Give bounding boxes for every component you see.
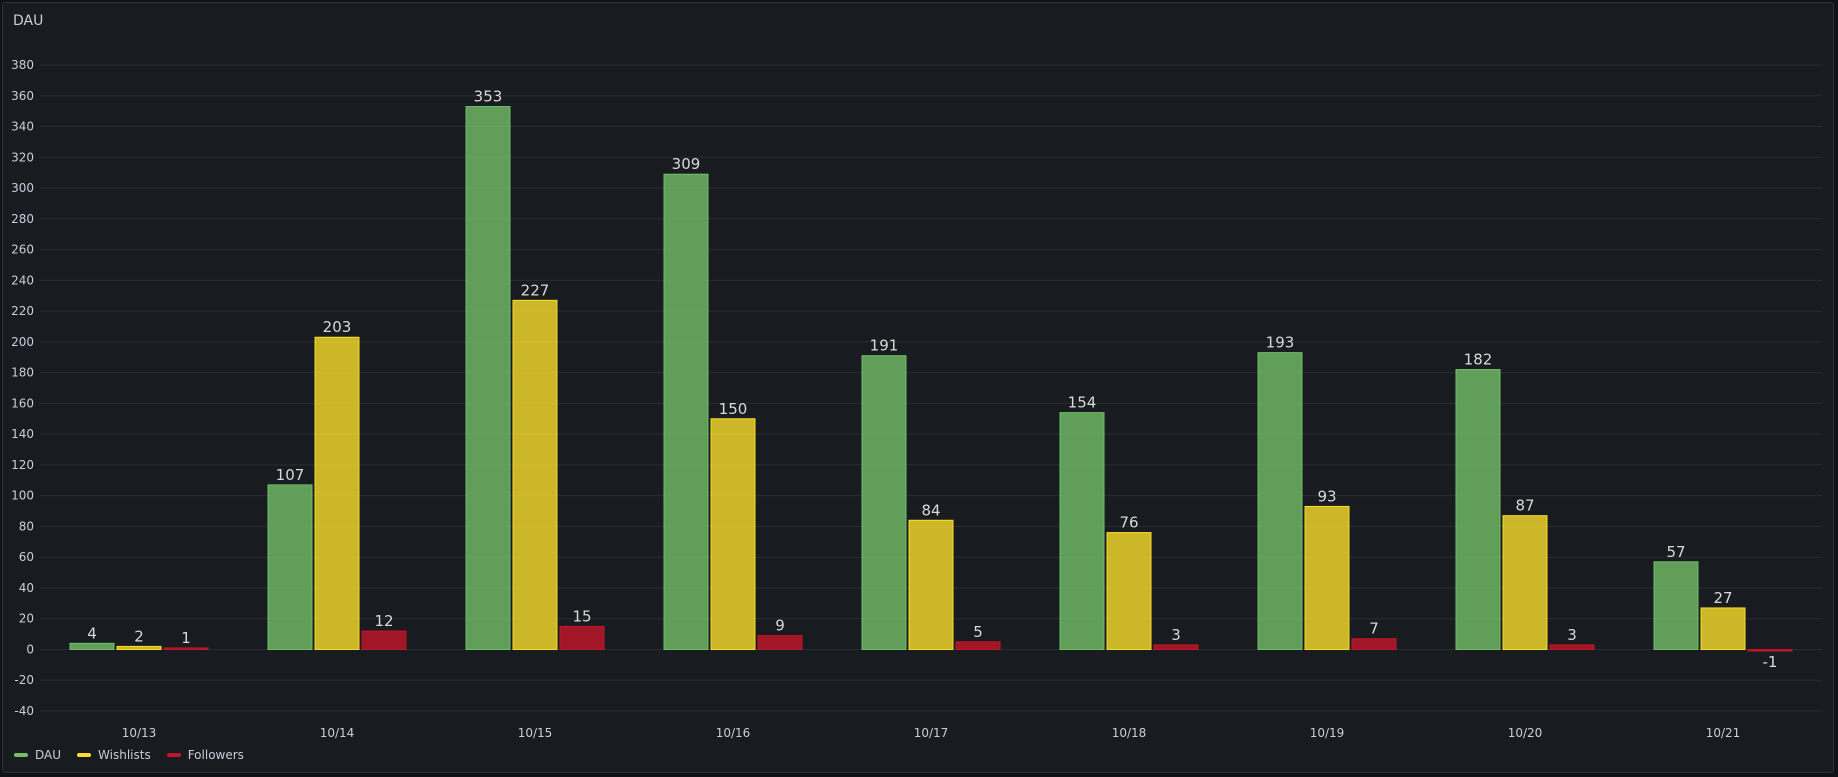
bar-value-label: 4 bbox=[87, 624, 97, 642]
y-tick-label: 300 bbox=[11, 181, 34, 195]
legend: DAU Wishlists Followers bbox=[14, 748, 244, 762]
bar-value-label: 3 bbox=[1171, 626, 1181, 644]
bar-followers bbox=[1351, 638, 1397, 650]
bar-value-label: 1 bbox=[181, 629, 191, 647]
bar-dau bbox=[663, 173, 709, 650]
bar-wishlists bbox=[908, 519, 954, 650]
legend-label: DAU bbox=[35, 748, 62, 762]
x-tick-label: 10/17 bbox=[914, 726, 949, 740]
legend-swatch-icon bbox=[77, 753, 92, 757]
bar-followers bbox=[163, 647, 209, 650]
bar-value-label: 5 bbox=[973, 623, 983, 641]
legend-label: Wishlists bbox=[98, 748, 151, 762]
bar-wishlists bbox=[314, 336, 360, 650]
bar-value-label: 87 bbox=[1515, 497, 1534, 515]
bar-value-label: 154 bbox=[1068, 394, 1097, 412]
y-tick-label: 160 bbox=[11, 396, 34, 410]
y-tick-label: 60 bbox=[19, 550, 34, 564]
bar-followers bbox=[1153, 644, 1199, 650]
x-tick-label: 10/16 bbox=[716, 726, 751, 740]
bar-value-label: 3 bbox=[1567, 626, 1577, 644]
legend-item-dau[interactable]: DAU bbox=[14, 748, 61, 762]
bar-dau bbox=[1455, 369, 1501, 650]
y-tick-label: 260 bbox=[11, 243, 34, 257]
bar-wishlists bbox=[116, 645, 162, 650]
bar-value-label: 182 bbox=[1464, 351, 1493, 369]
y-tick-label: -20 bbox=[14, 673, 34, 687]
legend-item-followers[interactable]: Followers bbox=[166, 748, 244, 762]
bar-wishlists bbox=[710, 418, 756, 650]
legend-item-wishlists[interactable]: Wishlists bbox=[77, 748, 151, 762]
panel-title: DAU bbox=[13, 13, 44, 29]
bar-value-label: 9 bbox=[775, 617, 785, 635]
bar-dau bbox=[1059, 412, 1105, 650]
bar-value-label: 93 bbox=[1317, 487, 1336, 505]
bar-dau bbox=[861, 355, 907, 650]
y-tick-label: 100 bbox=[11, 489, 34, 503]
bar-wishlists bbox=[1502, 515, 1548, 650]
legend-swatch-icon bbox=[14, 753, 28, 757]
y-tick-label: 380 bbox=[11, 58, 34, 72]
x-tick-label: 10/15 bbox=[518, 726, 553, 740]
y-tick-label: 0 bbox=[26, 642, 34, 656]
legend-label: Followers bbox=[187, 748, 244, 762]
bar-value-label: 76 bbox=[1119, 514, 1138, 532]
bar-value-label: 203 bbox=[323, 318, 352, 336]
bar-followers bbox=[955, 641, 1001, 650]
bar-value-label: 150 bbox=[719, 400, 748, 418]
bar-dau bbox=[267, 484, 313, 650]
x-tick-label: 10/21 bbox=[1706, 726, 1741, 740]
bar-value-label: 57 bbox=[1666, 543, 1685, 561]
y-tick-label: 240 bbox=[11, 273, 34, 287]
bar-dau bbox=[465, 106, 511, 650]
y-tick-label: 280 bbox=[11, 212, 34, 226]
bar-followers bbox=[361, 630, 407, 650]
y-tick-label: 220 bbox=[11, 304, 34, 318]
bar-followers bbox=[1747, 648, 1793, 652]
bar-value-label: 227 bbox=[521, 281, 550, 299]
y-tick-label: 200 bbox=[11, 335, 34, 349]
y-tick-label: 180 bbox=[11, 366, 34, 380]
bar-wishlists bbox=[1106, 532, 1152, 650]
bar-followers bbox=[559, 625, 605, 650]
y-tick-label: 320 bbox=[11, 150, 34, 164]
bar-value-label: -1 bbox=[1763, 653, 1778, 671]
y-tick-label: 340 bbox=[11, 120, 34, 134]
y-tick-label: 140 bbox=[11, 427, 34, 441]
bar-value-label: 107 bbox=[276, 466, 305, 484]
bar-dau bbox=[1653, 561, 1699, 650]
x-tick-label: 10/14 bbox=[320, 726, 355, 740]
y-tick-label: 20 bbox=[19, 612, 34, 626]
x-tick-label: 10/13 bbox=[122, 726, 157, 740]
bar-value-label: 309 bbox=[672, 155, 701, 173]
bar-dau bbox=[1257, 352, 1303, 650]
bar-dau bbox=[69, 642, 115, 650]
y-tick-label: 40 bbox=[19, 581, 34, 595]
bar-value-label: 12 bbox=[374, 612, 393, 630]
y-tick-label: 360 bbox=[11, 89, 34, 103]
bar-wishlists bbox=[1304, 505, 1350, 650]
y-tick-label: 120 bbox=[11, 458, 34, 472]
bar-followers bbox=[1549, 644, 1595, 650]
bar-value-label: 27 bbox=[1713, 589, 1732, 607]
bar-followers bbox=[757, 635, 803, 650]
x-tick-label: 10/18 bbox=[1112, 726, 1147, 740]
bar-value-label: 15 bbox=[572, 607, 591, 625]
bar-value-label: 353 bbox=[474, 88, 503, 106]
bar-value-label: 191 bbox=[870, 337, 899, 355]
bar-value-label: 7 bbox=[1369, 620, 1379, 638]
bar-value-label: 2 bbox=[134, 627, 144, 645]
bar-value-label: 84 bbox=[921, 501, 940, 519]
y-tick-label: 80 bbox=[19, 519, 34, 533]
x-tick-label: 10/20 bbox=[1508, 726, 1543, 740]
legend-swatch-icon bbox=[166, 753, 181, 757]
bar-wishlists bbox=[1700, 607, 1746, 650]
bar-value-label: 193 bbox=[1266, 334, 1295, 352]
y-tick-label: -40 bbox=[14, 704, 34, 718]
x-tick-label: 10/19 bbox=[1310, 726, 1345, 740]
bar-wishlists bbox=[512, 299, 558, 650]
